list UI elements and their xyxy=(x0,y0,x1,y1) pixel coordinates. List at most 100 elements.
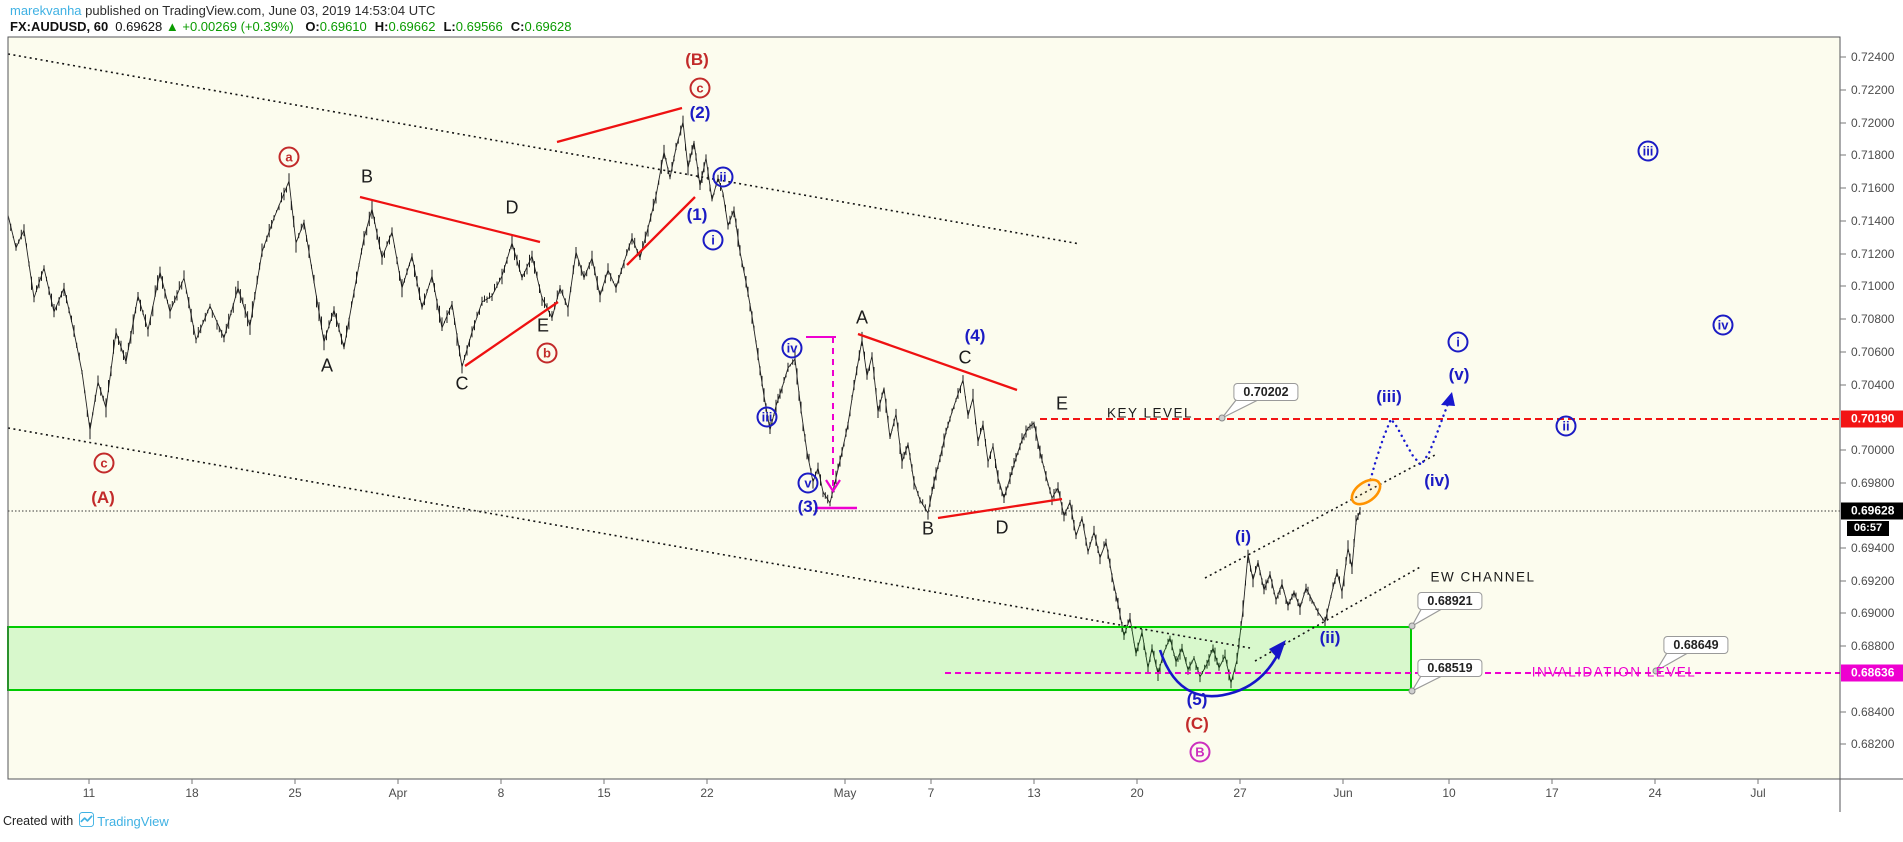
wave-label[interactable]: i xyxy=(1447,331,1469,353)
wave-label[interactable]: (ii) xyxy=(1319,628,1341,647)
wave-label[interactable]: B xyxy=(360,166,374,187)
target-zone[interactable] xyxy=(7,626,1412,691)
publisher-link[interactable]: marekvanha xyxy=(10,3,82,18)
time-axis-label: 13 xyxy=(1027,786,1041,800)
wave-label[interactable]: (3) xyxy=(797,497,819,516)
wave-label[interactable]: c xyxy=(689,77,711,99)
price-callout[interactable]: 0.70202 xyxy=(1233,383,1299,401)
wave-label[interactable]: a xyxy=(278,146,300,168)
ohlc-label: C: xyxy=(510,19,525,34)
header: marekvanha published on TradingView.com,… xyxy=(10,3,571,35)
wave-label[interactable]: iii xyxy=(756,406,778,428)
wave-label[interactable]: B xyxy=(921,518,935,539)
red-trendline[interactable] xyxy=(857,332,1018,392)
callout-anchor-dot xyxy=(1218,414,1226,422)
price-tick-label: 0.69400 xyxy=(1851,541,1895,555)
price-tick-label: 0.71600 xyxy=(1851,181,1895,195)
time-axis-label: 27 xyxy=(1233,786,1247,800)
wave-label[interactable]: (4) xyxy=(964,326,986,345)
wave-label[interactable]: E xyxy=(1055,393,1069,414)
red-trendline[interactable] xyxy=(556,106,683,144)
projection-arrowhead-icon xyxy=(1441,392,1455,406)
bar-countdown: 06:57 xyxy=(1847,521,1889,536)
wave-label[interactable]: A xyxy=(855,307,869,328)
publish-info: marekvanha published on TradingView.com,… xyxy=(10,3,571,18)
callout-anchor-dot xyxy=(1652,667,1660,675)
price-level-badge: 0.70190 xyxy=(1841,410,1903,428)
wave-label[interactable]: i xyxy=(702,229,724,251)
dotted-trendline[interactable] xyxy=(7,427,1251,649)
time-axis-label: 25 xyxy=(288,786,302,800)
wave-label[interactable]: (2) xyxy=(689,103,711,122)
callout-anchor-dot xyxy=(1408,622,1416,630)
price-tick-label: 0.72400 xyxy=(1851,50,1895,64)
wave-label[interactable]: (B) xyxy=(685,50,709,69)
wave-label[interactable]: iv xyxy=(781,337,803,359)
wave-label[interactable]: (A) xyxy=(91,488,115,507)
time-axis-label: 15 xyxy=(597,786,611,800)
wave-label[interactable]: iii xyxy=(1637,140,1659,162)
wave-label[interactable]: (5) xyxy=(1186,690,1208,709)
measure-arrow-icon xyxy=(825,479,841,494)
red-trendline[interactable] xyxy=(937,497,1063,520)
symbol-title[interactable]: FX:AUDUSD, 60 xyxy=(10,19,109,34)
price-tick-label: 0.69800 xyxy=(1851,476,1895,490)
wave-label[interactable]: (i) xyxy=(1234,527,1252,546)
wave-label[interactable]: ii xyxy=(712,166,734,188)
wave-label[interactable]: (C) xyxy=(1185,714,1209,733)
time-axis-label: 20 xyxy=(1130,786,1144,800)
last-price: 0.69628 xyxy=(115,19,163,34)
wave-label[interactable]: E xyxy=(536,315,550,336)
footer-credit: Created with TradingView xyxy=(3,812,169,830)
price-tick-label: 0.68200 xyxy=(1851,737,1895,751)
wave-label[interactable]: b xyxy=(536,342,558,364)
ohlc-values: O:0.69610 H:0.69662 L:0.69566 C:0.69628 xyxy=(297,19,571,34)
ohlc-label: L: xyxy=(443,19,456,34)
price-callout[interactable]: 0.68921 xyxy=(1417,592,1483,610)
breakout-ellipse[interactable] xyxy=(1347,475,1384,509)
wave-label[interactable]: iv xyxy=(1712,314,1734,336)
tradingview-logo-icon[interactable] xyxy=(79,812,95,830)
price-tick-label: 0.70000 xyxy=(1851,443,1895,457)
time-axis-label: 24 xyxy=(1648,786,1662,800)
wave-label[interactable]: B xyxy=(1189,741,1211,763)
wave-label[interactable]: C xyxy=(455,373,469,394)
swoosh-arrow[interactable] xyxy=(1158,649,1281,698)
plot-background xyxy=(8,37,1840,779)
time-axis-label: Jul xyxy=(1750,786,1766,800)
price-tick-label: 0.69000 xyxy=(1851,606,1895,620)
wave-label[interactable]: (v) xyxy=(1448,365,1470,384)
price-callout[interactable]: 0.68519 xyxy=(1417,659,1483,677)
callout-anchor-dot xyxy=(1408,687,1416,695)
wave-label[interactable]: v xyxy=(797,472,819,494)
price-tick-label: 0.69200 xyxy=(1851,574,1895,588)
price-tick-label: 0.70800 xyxy=(1851,312,1895,326)
red-trendline[interactable] xyxy=(626,196,696,266)
price-change: +0.00269 (+0.39%) xyxy=(182,19,294,34)
wave-label[interactable]: C xyxy=(958,347,972,368)
red-trendline[interactable] xyxy=(464,301,559,367)
level-text: INVALIDATION LEVEL xyxy=(1531,664,1697,680)
up-arrow-icon: ▲ xyxy=(165,19,179,34)
level-text: EW CHANNEL xyxy=(1430,569,1536,585)
level-text: KEY LEVEL xyxy=(1106,405,1194,421)
wave-label[interactable]: ii xyxy=(1555,415,1577,437)
tradingview-brand-link[interactable]: TradingView xyxy=(97,813,169,829)
wave-label[interactable]: (1) xyxy=(686,205,708,224)
time-axis-label: Apr xyxy=(388,786,408,800)
time-axis-label: Jun xyxy=(1333,786,1353,800)
symbol-info-bar: FX:AUDUSD, 60 0.69628 ▲ +0.00269 (+0.39%)… xyxy=(10,19,571,35)
price-callout[interactable]: 0.68649 xyxy=(1663,636,1729,654)
wave-label[interactable]: D xyxy=(995,517,1009,538)
wave-label[interactable]: A xyxy=(320,355,334,376)
time-axis-label: 11 xyxy=(82,786,96,800)
wave-label[interactable]: c xyxy=(93,452,115,474)
time-axis-label: 7 xyxy=(927,786,935,800)
price-tick-label: 0.70600 xyxy=(1851,345,1895,359)
red-trendline[interactable] xyxy=(359,195,541,244)
wave-label[interactable]: D xyxy=(505,197,519,218)
ew-channel-line[interactable] xyxy=(1254,565,1423,662)
wave-label[interactable]: (iii) xyxy=(1376,387,1402,406)
wave-label[interactable]: (iv) xyxy=(1424,471,1450,490)
